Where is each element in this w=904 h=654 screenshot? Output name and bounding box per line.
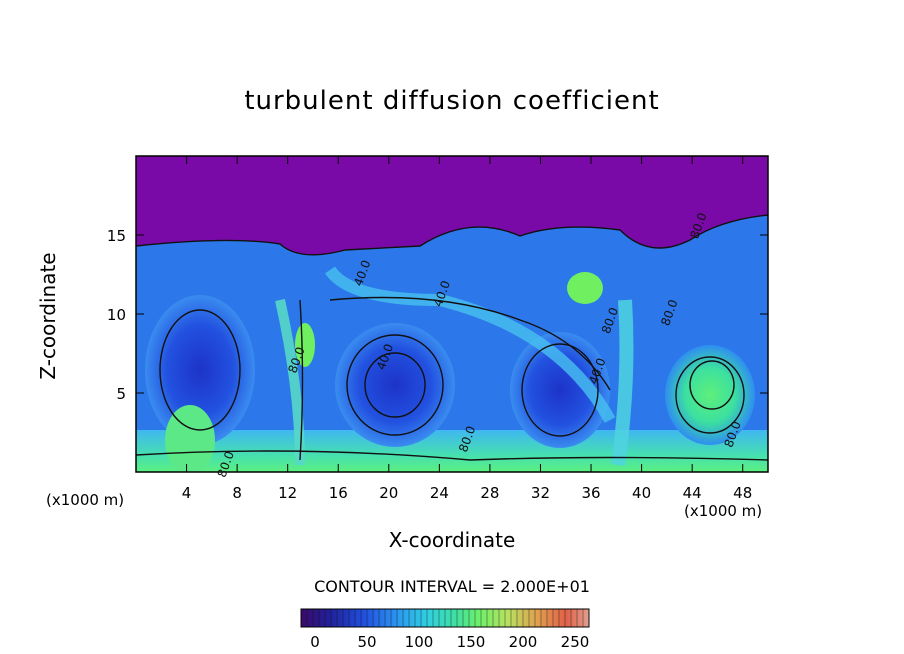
x-tick-label: 4 — [182, 484, 192, 502]
chart-title: turbulent diffusion coefficient — [244, 86, 660, 116]
contour-interval-label: CONTOUR INTERVAL = 2.000E+01 — [314, 577, 590, 596]
filament-a — [275, 298, 305, 466]
vortex-center — [335, 323, 455, 447]
x-unit-label-left: (x1000 m) — [46, 491, 125, 509]
green-patch-left — [165, 405, 215, 472]
colorbar-tick-label: 150 — [457, 633, 486, 651]
x-tick-label: 24 — [430, 484, 449, 502]
colorbar-tick-label: 0 — [310, 633, 320, 651]
x-tick-label: 44 — [683, 484, 702, 502]
x-tick-label: 48 — [733, 484, 752, 502]
contour-lines — [136, 214, 768, 461]
vortex-right-center — [510, 332, 610, 448]
x-axis-title-wrap: X-coordinate — [0, 528, 904, 552]
x-tick-label: 36 — [581, 484, 600, 502]
colorbar-tick-label: 250 — [561, 633, 590, 651]
colorbar-stripes — [300, 609, 590, 627]
green-patch-mid — [295, 323, 315, 367]
colorbar-tick-label: 200 — [509, 633, 538, 651]
green-patch-top — [567, 272, 603, 304]
upper-layer — [136, 156, 768, 255]
vortex-right — [665, 345, 755, 445]
vortex-left — [145, 295, 255, 445]
x-unit-label-right: (x1000 m) — [684, 502, 763, 520]
y-tick-label: 10 — [107, 306, 126, 324]
field-layer — [136, 156, 768, 472]
x-tick-label: 40 — [632, 484, 651, 502]
colorbar-tick-label: 50 — [357, 633, 376, 651]
colorbar-ticks: 0 50 100 150 200 250 — [310, 633, 589, 651]
contour-interval-wrap: CONTOUR INTERVAL = 2.000E+01 — [0, 577, 904, 596]
y-tick-label: 15 — [107, 227, 126, 245]
x-tick-label: 12 — [278, 484, 297, 502]
x-tick-label: 20 — [379, 484, 398, 502]
y-tick-label: 5 — [116, 385, 126, 403]
x-tick-label: 8 — [232, 484, 242, 502]
y-axis: 5 10 15 — [107, 227, 768, 403]
filament-c — [611, 299, 634, 466]
x-tick-label: 16 — [329, 484, 348, 502]
x-tick-label: 32 — [531, 484, 550, 502]
x-axis-title: X-coordinate — [388, 528, 516, 552]
colorbar-tick-label: 100 — [405, 633, 434, 651]
x-tick-label: 28 — [480, 484, 499, 502]
x-axis: 4 8 12 16 20 24 28 32 36 40 44 48 — [182, 156, 752, 502]
